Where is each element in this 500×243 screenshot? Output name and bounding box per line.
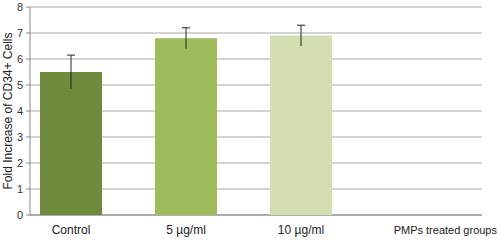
y-tick-label: 7 bbox=[17, 27, 23, 39]
y-axis-title: Fold Increase of CD34+ Cells bbox=[1, 32, 15, 189]
y-tick-label: 1 bbox=[17, 183, 23, 195]
grid-line bbox=[30, 59, 482, 60]
tick-mark bbox=[26, 85, 30, 86]
tick-mark bbox=[26, 215, 30, 216]
x-tick-label: 5 µg/ml bbox=[166, 223, 206, 237]
error-bar-cap bbox=[182, 27, 190, 28]
x-tick-label: Control bbox=[52, 223, 91, 237]
x-tick-label: 10 µg/ml bbox=[278, 223, 324, 237]
tick-mark bbox=[26, 7, 30, 8]
error-bar bbox=[182, 28, 190, 49]
error-bar-stem bbox=[71, 55, 72, 89]
tick-mark bbox=[26, 111, 30, 112]
tick-mark bbox=[26, 59, 30, 60]
y-tick-label: 5 bbox=[17, 79, 23, 91]
tick-mark bbox=[26, 33, 30, 34]
error-bar-cap bbox=[297, 25, 305, 26]
error-bar bbox=[67, 55, 75, 89]
y-tick-label: 6 bbox=[17, 53, 23, 65]
y-tick-label: 4 bbox=[17, 105, 23, 117]
error-bar-stem bbox=[301, 25, 302, 46]
chart-container: 0 1 2 3 4 5 6 7 8 Control 5 µg/ml 10 µg/ml Fold Incr… bbox=[0, 0, 500, 243]
y-tick-label: 8 bbox=[17, 1, 23, 13]
chart: 0 1 2 3 4 5 6 7 8 Control 5 µg/ml 10 µg/ml Fold Incr… bbox=[0, 0, 500, 243]
tick-mark bbox=[26, 163, 30, 164]
tick-mark bbox=[26, 189, 30, 190]
x-axis-title: PMPs treated groups bbox=[394, 224, 498, 236]
bar bbox=[270, 36, 332, 215]
bars bbox=[40, 25, 332, 215]
tick-mark bbox=[26, 137, 30, 138]
error-bar bbox=[297, 25, 305, 46]
y-tick-label: 3 bbox=[17, 131, 23, 143]
grid-line bbox=[30, 7, 482, 8]
bar bbox=[155, 38, 217, 215]
y-tick-label: 2 bbox=[17, 157, 23, 169]
y-tick-label: 0 bbox=[17, 209, 23, 221]
error-bar-stem bbox=[186, 28, 187, 49]
grid-line bbox=[30, 33, 482, 34]
bar bbox=[40, 72, 102, 215]
y-axis bbox=[30, 7, 31, 215]
error-bar-cap bbox=[67, 55, 75, 56]
